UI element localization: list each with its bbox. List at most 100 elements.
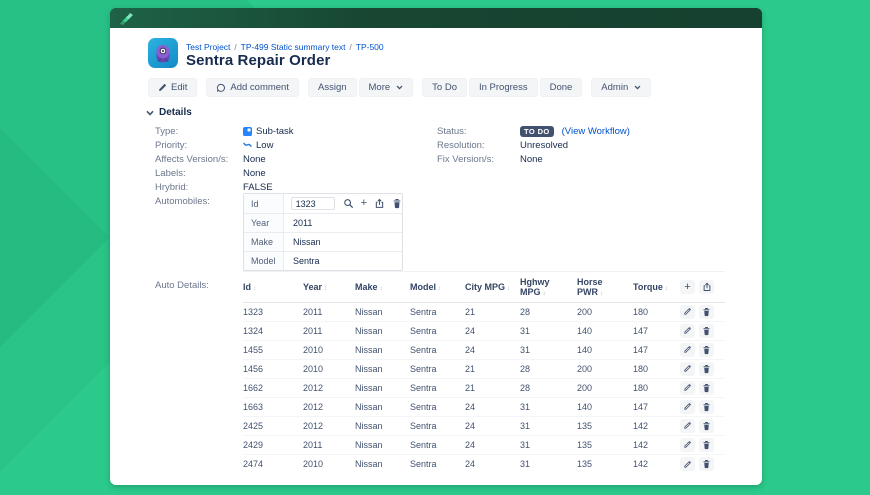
delete-record-button[interactable] — [392, 198, 402, 209]
edit-row-button[interactable] — [680, 323, 695, 338]
cell-make: Nissan — [355, 306, 383, 317]
cell-horse-pwr: 135 — [577, 420, 593, 431]
done-transition-button[interactable]: Done — [539, 78, 583, 97]
resolution-label: Resolution: — [437, 139, 485, 151]
breadcrumb-link[interactable]: TP-500 — [355, 42, 384, 52]
cell-id: 2425 — [243, 420, 264, 431]
table-row: 1662 2012 Nissan Sentra 21 28 200 180 — [243, 379, 725, 398]
type-label: Type: — [155, 125, 179, 137]
cell-model: Sentra — [410, 459, 437, 470]
cell-id: 2474 — [243, 459, 264, 470]
column-header[interactable]: Year ↕ — [303, 282, 328, 293]
edit-row-button[interactable] — [680, 361, 695, 376]
cell-city-mpg: 24 — [465, 344, 476, 355]
search-record-button[interactable] — [343, 198, 354, 209]
column-header[interactable]: Make ↕ — [355, 282, 383, 293]
details-header-label: Details — [159, 107, 192, 118]
add-record-button[interactable]: + — [361, 198, 367, 209]
column-header[interactable]: Model ↕ — [410, 282, 442, 293]
cell-year: 2012 — [303, 420, 324, 431]
export-record-button[interactable] — [374, 198, 385, 209]
edit-row-button[interactable] — [680, 437, 695, 452]
breadcrumb: Test Project / TP-499 Static summary text /… — [186, 42, 384, 52]
in-progress-label: In Progress — [479, 82, 528, 93]
todo-transition-button[interactable]: To Do — [422, 78, 467, 97]
delete-row-button[interactable] — [699, 418, 714, 433]
breadcrumb-separator: / — [349, 43, 352, 52]
column-header[interactable]: Torque ↕ — [633, 282, 669, 293]
column-header[interactable]: Hghwy MPG ↕ — [520, 277, 550, 298]
status-badge: TO DO — [520, 125, 554, 137]
fix-version-label: Fix Version/s: — [437, 153, 495, 165]
edit-row-button[interactable] — [680, 342, 695, 357]
in-progress-transition-button[interactable]: In Progress — [469, 78, 538, 97]
cell-horse-pwr: 135 — [577, 439, 593, 450]
add-row-button[interactable]: + — [680, 280, 695, 295]
delete-row-button[interactable] — [699, 380, 714, 395]
cell-model: Sentra — [410, 306, 437, 317]
table-row: 1324 2011 Nissan Sentra 24 31 140 147 — [243, 322, 725, 341]
view-workflow-link[interactable]: (View Workflow) — [561, 125, 630, 137]
edit-row-button[interactable] — [680, 418, 695, 433]
assign-button[interactable]: Assign — [308, 78, 357, 97]
admin-button[interactable]: Admin — [591, 78, 652, 97]
cell-hghwy-mpg: 31 — [520, 439, 531, 450]
cell-hghwy-mpg: 31 — [520, 401, 531, 412]
details-left-labels: Type: Priority: Affects Version/s: Label… — [155, 124, 241, 208]
details-section-toggle[interactable]: Details — [146, 107, 192, 118]
edit-label: Edit — [171, 82, 188, 93]
cell-city-mpg: 24 — [465, 325, 476, 336]
column-header[interactable]: Id ↕ — [243, 282, 257, 293]
column-header[interactable]: Horse PWR ↕ — [577, 277, 604, 298]
cell-year: 2010 — [303, 459, 324, 470]
cell-torque: 147 — [633, 401, 649, 412]
delete-row-button[interactable] — [699, 304, 714, 319]
app-logo-icon[interactable] — [119, 12, 137, 25]
sort-icon: ↕ — [600, 290, 604, 298]
automobile-id-input[interactable] — [290, 197, 335, 210]
delete-row-button[interactable] — [699, 342, 714, 357]
cell-city-mpg: 21 — [465, 363, 476, 374]
chevron-down-icon — [396, 85, 403, 90]
type-value: Sub-task — [243, 124, 294, 138]
edit-row-button[interactable] — [680, 399, 695, 414]
edit-row-button[interactable] — [680, 457, 695, 472]
cell-model: Sentra — [410, 344, 437, 355]
cell-id: 1323 — [243, 306, 264, 317]
cell-city-mpg: 24 — [465, 401, 476, 412]
pencil-icon — [684, 384, 691, 392]
delete-row-button[interactable] — [699, 437, 714, 452]
cell-model: Sentra — [410, 325, 437, 336]
hybrid-value: FALSE — [243, 181, 273, 193]
sort-icon: ↕ — [664, 285, 669, 293]
edit-button[interactable]: Edit — [148, 78, 198, 97]
breadcrumb-link[interactable]: Test Project — [186, 42, 231, 52]
delete-row-button[interactable] — [699, 457, 714, 472]
automobiles-record-table: Id + Year 2011 Make — [243, 193, 403, 271]
export-table-button[interactable] — [699, 280, 714, 295]
more-button[interactable]: More — [358, 78, 414, 97]
cell-make: Nissan — [355, 344, 383, 355]
edit-row-button[interactable] — [680, 304, 695, 319]
column-header[interactable]: City MPG ↕ — [465, 282, 511, 293]
cell-year: 2012 — [303, 401, 324, 412]
cell-id: 1456 — [243, 363, 264, 374]
edit-row-button[interactable] — [680, 380, 695, 395]
chevron-down-icon — [146, 110, 154, 116]
toolbar: Edit Add comment Assign More To Do In Pr… — [148, 78, 652, 97]
pencil-icon — [684, 460, 691, 468]
cell-torque: 142 — [633, 439, 649, 450]
row-actions — [680, 437, 725, 452]
trash-icon — [703, 383, 710, 392]
cell-horse-pwr: 200 — [577, 382, 593, 393]
cell-city-mpg: 24 — [465, 439, 476, 450]
more-label: More — [368, 82, 391, 93]
delete-row-button[interactable] — [699, 323, 714, 338]
delete-row-button[interactable] — [699, 361, 714, 376]
breadcrumb-link[interactable]: TP-499 Static summary text — [240, 42, 346, 52]
delete-row-button[interactable] — [699, 399, 714, 414]
details-left-values: Sub-task Low None None FALSE — [243, 124, 294, 194]
cell-hghwy-mpg: 31 — [520, 420, 531, 431]
add-comment-button[interactable]: Add comment — [206, 78, 299, 97]
table-row: 1456 2010 Nissan Sentra 21 28 200 180 — [243, 360, 725, 379]
